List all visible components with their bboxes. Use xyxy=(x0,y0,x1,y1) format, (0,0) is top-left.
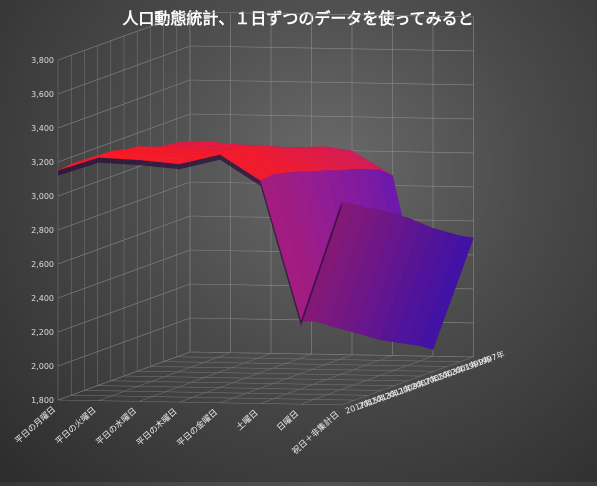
x-tick-label: 平日の水曜日 xyxy=(94,405,139,447)
surface-front-edge xyxy=(220,154,261,186)
y-tick-label: 3,800 xyxy=(31,56,54,65)
z-tick-label: 2017年 xyxy=(344,397,374,416)
x-tick-label: 平日の月曜日 xyxy=(13,405,58,447)
x-tick-label: 平日の金曜日 xyxy=(175,407,220,449)
gridline-back xyxy=(189,11,474,18)
y-tick-label: 2,400 xyxy=(31,294,54,303)
surface-layer xyxy=(57,140,474,350)
gridline-back xyxy=(189,45,474,52)
floor-gridline xyxy=(57,399,342,406)
floor-gridline xyxy=(137,370,421,377)
y-tick-label: 2,200 xyxy=(31,328,54,337)
x-tick-label: 土曜日 xyxy=(234,408,260,433)
floor-gridline xyxy=(123,375,408,382)
floor-gridline xyxy=(71,394,355,401)
surface-front-edge xyxy=(58,157,99,176)
y-tick-label: 3,400 xyxy=(31,124,54,133)
surface-front-edge xyxy=(98,157,139,166)
x-tick-label: 日曜日 xyxy=(275,409,301,434)
y-tick-label: 1,800 xyxy=(31,396,54,405)
surface-front-edge xyxy=(301,202,342,326)
y-tick-label: 3,200 xyxy=(31,158,54,167)
floor-gridline xyxy=(189,351,474,358)
floor-gridline xyxy=(176,356,461,362)
floor-gridline xyxy=(110,380,395,386)
floor-gridline xyxy=(150,366,434,372)
surface-front-edge xyxy=(260,180,301,326)
floor-gridline xyxy=(163,361,448,367)
gridline-back xyxy=(189,113,474,120)
y-tick-label: 3,600 xyxy=(31,90,54,99)
gridline-back xyxy=(189,79,474,86)
floor-gridline xyxy=(97,385,382,391)
y-tick-label: 2,600 xyxy=(31,260,54,269)
y-tick-label: 2,000 xyxy=(31,362,54,371)
surface-front-edge xyxy=(179,154,220,170)
y-tick-label: 3,000 xyxy=(31,192,54,201)
x-tick-label: 平日の木曜日 xyxy=(134,406,179,448)
grid-layer xyxy=(57,11,474,406)
floor-gridline xyxy=(84,390,368,396)
surface-front-edge xyxy=(139,160,180,170)
y-tick-label: 2,800 xyxy=(31,226,54,235)
chart-title: 人口動態統計、１日ずつのデータを使ってみると xyxy=(122,9,473,28)
x-tick-label: 平日の火曜日 xyxy=(54,405,99,447)
